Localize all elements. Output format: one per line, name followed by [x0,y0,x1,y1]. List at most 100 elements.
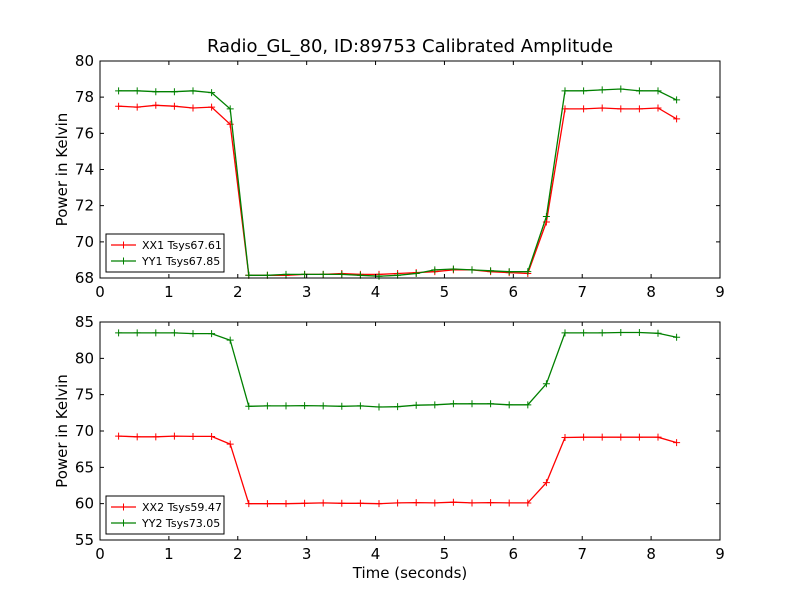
bottom-series-1-point [170,432,178,440]
top-y-tick-label: 72 [75,197,94,215]
bottom-series-1-point [152,433,160,441]
top-series-1-point [635,105,643,113]
bottom-series-2-point [394,403,402,411]
bottom-series-1-point [431,499,439,507]
bottom-series-line-2 [118,331,677,408]
bottom-series-1-point [468,499,476,507]
bottom-x-tick-label: 7 [577,545,587,563]
bottom-series-1-point [487,499,495,507]
bottom-series-2-point [468,400,476,408]
bottom-legend-marker-2 [120,519,127,527]
bottom-series-2-point [673,333,681,341]
bottom-y-tick-label: 60 [75,495,94,513]
top-x-tick-label: 4 [371,283,381,301]
bottom-series-1-point [598,433,606,441]
bottom-y-tick-label: 70 [75,422,94,440]
chart-title: Radio_GL_80, ID:89753 Calibrated Amplitu… [207,36,613,57]
top-series-1-point [170,102,178,110]
top-legend-marker-2 [120,257,127,265]
bottom-series-2-point [654,329,662,337]
top-series-2-point [617,85,625,93]
bottom-series-1-point [115,432,123,440]
top-y-axis-label: Power in Kelvin [53,113,71,227]
top-series-2-point [505,268,513,276]
bottom-series-1-point [635,433,643,441]
bottom-series-2-point [412,401,420,409]
top-series-1-point [580,105,588,113]
top-x-tick-label: 9 [715,283,725,301]
bottom-x-tick-label: 9 [715,545,725,563]
top-series-1-point [133,103,141,111]
bottom-legend-entry-1: XX2 Tsys59.47 [142,501,222,514]
top-series-1-point [673,115,681,123]
top-x-tick-label: 1 [164,283,174,301]
top-legend-entry-2: YY1 Tsys67.85 [141,255,220,268]
bottom-series-2-point [449,400,457,408]
bottom-series-2-point [617,329,625,337]
top-x-tick-label: 7 [577,283,587,301]
top-series-2-point [673,96,681,104]
bottom-x-tick-label: 6 [509,545,519,563]
bottom-series-2-point [487,400,495,408]
top-series-1-point [152,101,160,109]
top-series-2-point [487,267,495,275]
bottom-x-tick-label: 5 [440,545,450,563]
top-series-2-point [524,268,532,276]
bottom-series-2-point [170,329,178,337]
bottom-y-tick-label: 55 [75,531,94,549]
top-series-1-point [115,102,123,110]
bottom-series-1-point [561,434,569,442]
top-x-tick-label: 2 [233,283,243,301]
top-legend-entry-1: XX1 Tsys67.61 [142,239,222,252]
bottom-series-1-point [189,432,197,440]
top-series-2-point [598,86,606,94]
top-series-2-point [580,87,588,95]
bottom-series-1-point [505,499,513,507]
bottom-x-tick-label: 8 [646,545,656,563]
bottom-series-1-point [356,499,364,507]
top-series-2-point [561,87,569,95]
top-series-1-point [598,104,606,112]
bottom-series-2-point [542,380,550,388]
top-series-2-point [133,87,141,95]
bottom-x-tick-label: 2 [233,545,243,563]
bottom-series-2-point [245,402,253,410]
top-series-2-point [635,87,643,95]
top-x-tick-label: 5 [440,283,450,301]
top-y-tick-label: 78 [75,88,94,106]
bottom-series-1-point [226,440,234,448]
bottom-y-tick-label: 85 [75,313,94,331]
bottom-legend [105,495,225,535]
bottom-y-tick-label: 75 [75,386,94,404]
top-series-2-point [375,272,383,280]
top-series-2-point [338,270,346,278]
top-y-tick-label: 70 [75,233,94,251]
bottom-series-line-1 [118,435,677,505]
bottom-series-2-point [375,403,383,411]
top-y-tick-label: 76 [75,124,94,142]
bottom-series-2-point [189,330,197,338]
top-series-2-point [431,266,439,274]
bottom-series-2-point [561,329,569,337]
top-y-tick-label: 68 [75,269,94,287]
top-x-tick-label: 0 [95,283,105,301]
top-series-2-point [226,105,234,113]
x-axis-label: Time (seconds) [352,564,468,582]
bottom-series-2-point [263,402,271,410]
bottom-series-2-point [319,402,327,410]
bottom-series-2-point [524,401,532,409]
top-series-2-point [412,269,420,277]
bottom-series-2-point [133,329,141,337]
top-series-1-point [617,105,625,113]
top-legend [105,233,225,273]
top-x-tick-label: 8 [646,283,656,301]
bottom-series-1-point [263,500,271,508]
bottom-legend-marker-1 [120,503,127,511]
bottom-series-1-point [319,499,327,507]
bottom-series-1-point [301,499,309,507]
bottom-series-2-point [301,402,309,410]
bottom-series-1-point [412,499,420,507]
top-series-1-point [654,104,662,112]
